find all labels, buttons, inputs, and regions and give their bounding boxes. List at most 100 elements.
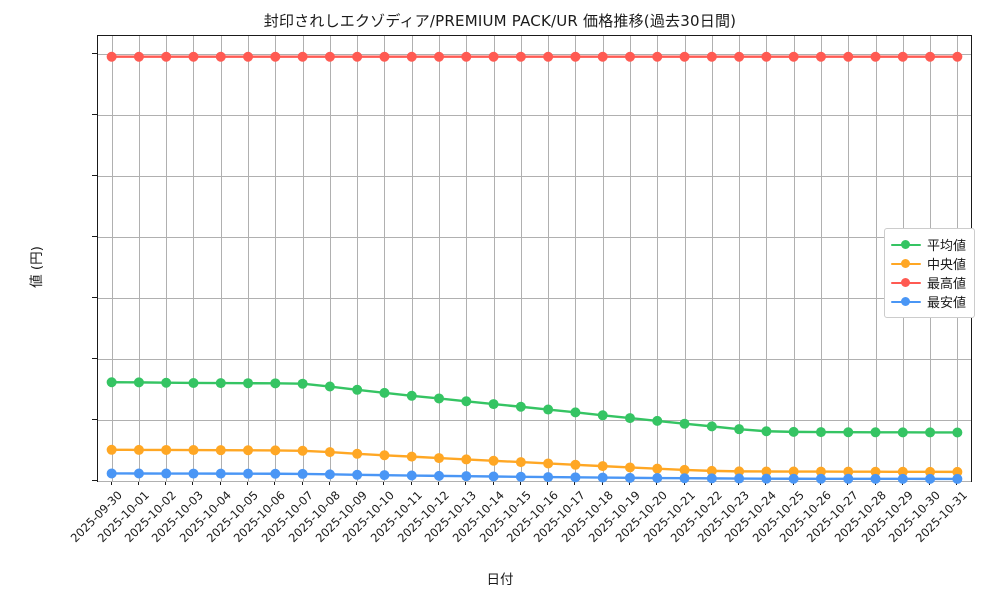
legend-item[interactable]: 中央値 [891, 254, 966, 273]
data-point-marker [679, 51, 690, 62]
gridline-vertical [520, 36, 522, 481]
data-point-marker [106, 468, 117, 479]
x-tick-mark [492, 480, 494, 485]
x-tick-mark [301, 480, 303, 485]
data-point-marker [543, 458, 554, 469]
y-tick-mark [92, 419, 97, 421]
gridline-vertical [711, 36, 713, 481]
data-point-marker [215, 468, 226, 479]
data-point-marker [106, 51, 117, 62]
gridline-vertical [384, 36, 386, 481]
gridline-vertical [548, 36, 550, 481]
gridline-vertical [357, 36, 359, 481]
legend-item[interactable]: 最高値 [891, 273, 966, 292]
data-point-marker [897, 473, 908, 484]
data-point-marker [734, 466, 745, 477]
data-point-marker [379, 450, 390, 461]
data-point-marker [488, 455, 499, 466]
legend-label: 最安値 [927, 296, 967, 311]
data-point-marker [679, 473, 690, 484]
x-tick-mark [274, 480, 276, 485]
data-point-marker [570, 459, 581, 470]
data-point-marker [352, 469, 363, 480]
data-point-marker [597, 472, 608, 483]
x-tick-mark [192, 480, 194, 485]
y-tick-mark [92, 53, 97, 55]
gridline-horizontal [98, 54, 971, 56]
data-point-marker [434, 470, 445, 481]
x-tick-mark [219, 480, 221, 485]
legend-swatch-icon [891, 257, 921, 271]
series-line [110, 381, 959, 434]
data-point-marker [925, 427, 936, 438]
data-point-marker [843, 51, 854, 62]
data-point-marker [815, 473, 826, 484]
data-point-marker [324, 447, 335, 458]
y-tick-mark [92, 358, 97, 360]
gridline-vertical [329, 36, 331, 481]
gridline-vertical [875, 36, 877, 481]
legend[interactable]: 平均値 中央値 最高値最安値 [884, 228, 976, 318]
legend-item[interactable]: 最安値 [891, 292, 966, 311]
legend-swatch-icon [891, 238, 921, 252]
data-point-marker [706, 421, 717, 432]
data-point-marker [679, 464, 690, 475]
data-point-marker [270, 51, 281, 62]
legend-item[interactable]: 平均値 [891, 235, 966, 254]
series-lines [106, 51, 963, 484]
data-point-marker [788, 473, 799, 484]
gridline-vertical [138, 36, 140, 481]
data-point-marker [297, 468, 308, 479]
gridline-horizontal [98, 115, 971, 117]
data-point-marker [597, 461, 608, 472]
gridline-vertical [166, 36, 168, 481]
data-point-marker [761, 466, 772, 477]
x-tick-mark [519, 480, 521, 485]
data-point-marker [133, 468, 144, 479]
data-point-marker [461, 396, 472, 407]
data-point-marker [434, 393, 445, 404]
data-point-marker [761, 473, 772, 484]
y-tick-mark [92, 236, 97, 238]
gridline-vertical [766, 36, 768, 481]
data-point-marker [952, 473, 963, 484]
data-point-marker [297, 378, 308, 389]
data-point-marker [133, 51, 144, 62]
data-point-marker [788, 466, 799, 477]
x-tick-mark [438, 480, 440, 485]
gridline-vertical [657, 36, 659, 481]
data-point-marker [461, 471, 472, 482]
gridline-horizontal [98, 481, 971, 482]
data-point-marker [215, 51, 226, 62]
data-point-marker [870, 466, 881, 477]
data-point-marker [297, 51, 308, 62]
data-point-marker [570, 51, 581, 62]
gridline-vertical [684, 36, 686, 481]
data-point-marker [543, 404, 554, 415]
y-tick-mark [92, 114, 97, 116]
data-point-marker [815, 51, 826, 62]
gridline-vertical [111, 36, 113, 481]
data-point-marker [952, 427, 963, 438]
gridline-vertical [466, 36, 468, 481]
gridline-vertical [602, 36, 604, 481]
data-point-marker [925, 473, 936, 484]
x-tick-mark [383, 480, 385, 485]
data-point-marker [243, 378, 254, 389]
x-tick-mark [410, 480, 412, 485]
data-point-marker [188, 445, 199, 456]
data-point-marker [597, 410, 608, 421]
data-point-marker [897, 51, 908, 62]
data-point-marker [161, 51, 172, 62]
data-point-marker [297, 445, 308, 456]
gridline-vertical [493, 36, 495, 481]
data-point-marker [543, 472, 554, 483]
data-point-marker [188, 468, 199, 479]
data-point-marker [870, 427, 881, 438]
data-point-marker [870, 51, 881, 62]
data-point-marker [270, 445, 281, 456]
gridline-vertical [739, 36, 741, 481]
data-point-marker [543, 51, 554, 62]
data-point-marker [843, 473, 854, 484]
gridline-vertical [439, 36, 441, 481]
